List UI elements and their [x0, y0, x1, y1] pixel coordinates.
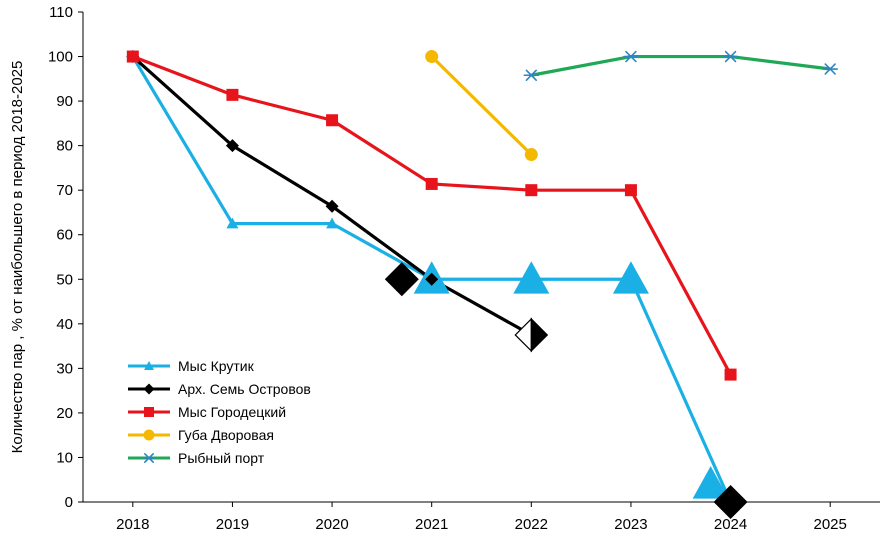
legend-label: Мыс Городецкий — [178, 404, 286, 420]
legend-item: Губа Дворовая — [128, 427, 274, 443]
y-tick-label: 90 — [56, 93, 73, 110]
x-tick-label: 2018 — [116, 516, 149, 533]
large-data-point — [513, 261, 550, 294]
data-point — [523, 69, 540, 81]
data-point — [425, 50, 439, 64]
y-tick-label: 0 — [65, 494, 73, 511]
y-tick-label: 40 — [56, 316, 73, 333]
data-point — [326, 114, 339, 127]
legend-marker — [144, 407, 154, 417]
series-line-2 — [131, 55, 533, 337]
legend-marker — [142, 452, 156, 464]
y-tick-label: 100 — [48, 49, 73, 66]
y-tick-label: 80 — [56, 138, 73, 155]
x-tick-label: 2022 — [515, 516, 548, 533]
data-point — [722, 50, 739, 63]
data-point — [126, 50, 139, 63]
data-point — [822, 63, 838, 75]
y-tick-label: 50 — [56, 271, 73, 288]
series-markers — [126, 50, 838, 519]
data-point — [425, 272, 439, 286]
data-point — [226, 88, 239, 101]
legend-item: Арх. Семь Островов — [128, 381, 311, 397]
y-tick-label: 70 — [56, 182, 73, 199]
x-tick-label: 2025 — [814, 516, 847, 533]
data-point — [425, 177, 438, 190]
large-data-point — [692, 466, 729, 499]
legend-label: Арх. Семь Островов — [178, 381, 311, 397]
legend-marker — [144, 361, 154, 370]
large-data-point — [713, 485, 748, 519]
data-point — [325, 199, 339, 213]
legend-marker — [143, 383, 155, 395]
data-point — [624, 184, 637, 197]
series-line-3 — [132, 55, 732, 376]
y-tick-label: 110 — [49, 4, 73, 21]
data-point — [326, 217, 339, 229]
data-point — [225, 139, 239, 153]
data-point — [724, 368, 737, 381]
y-tick-label: 60 — [56, 227, 73, 244]
legend-item: Рыбный порт — [128, 450, 265, 466]
x-tick-label: 2023 — [614, 516, 647, 533]
x-tick-label: 2024 — [714, 516, 747, 533]
legend-label: Мыс Крутик — [178, 358, 255, 374]
legend-item: Мыс Крутик — [128, 358, 255, 374]
large-data-point — [612, 261, 649, 294]
chart-legend: Мыс Крутик Арх. Семь Островов Мыс Городецк… — [128, 358, 311, 466]
data-point — [623, 50, 639, 63]
series-line-5 — [531, 54, 831, 77]
chart-ticks: 0 10 20 30 40 50 60 70 80 90 100 110 2018 2019 2020 202… — [48, 4, 847, 533]
data-point — [525, 184, 538, 197]
y-tick-label: 10 — [56, 449, 73, 466]
data-point — [524, 148, 538, 162]
legend-label: Губа Дворовая — [178, 427, 274, 443]
x-tick-label: 2020 — [315, 516, 348, 533]
legend-marker — [143, 429, 155, 441]
data-point — [226, 217, 239, 229]
legend-item: Мыс Городецкий — [128, 404, 286, 420]
half-filled-data-point — [514, 317, 549, 353]
y-tick-label: 20 — [56, 405, 73, 422]
x-tick-label: 2021 — [415, 516, 448, 533]
y-tick-label: 30 — [56, 360, 73, 377]
legend-label: Рыбный порт — [178, 450, 265, 466]
large-data-point — [384, 262, 419, 297]
y-axis-title: Количество пар , % от наибольшего в пери… — [9, 61, 26, 454]
x-tick-label: 2019 — [216, 516, 249, 533]
series-line-4 — [430, 55, 533, 156]
